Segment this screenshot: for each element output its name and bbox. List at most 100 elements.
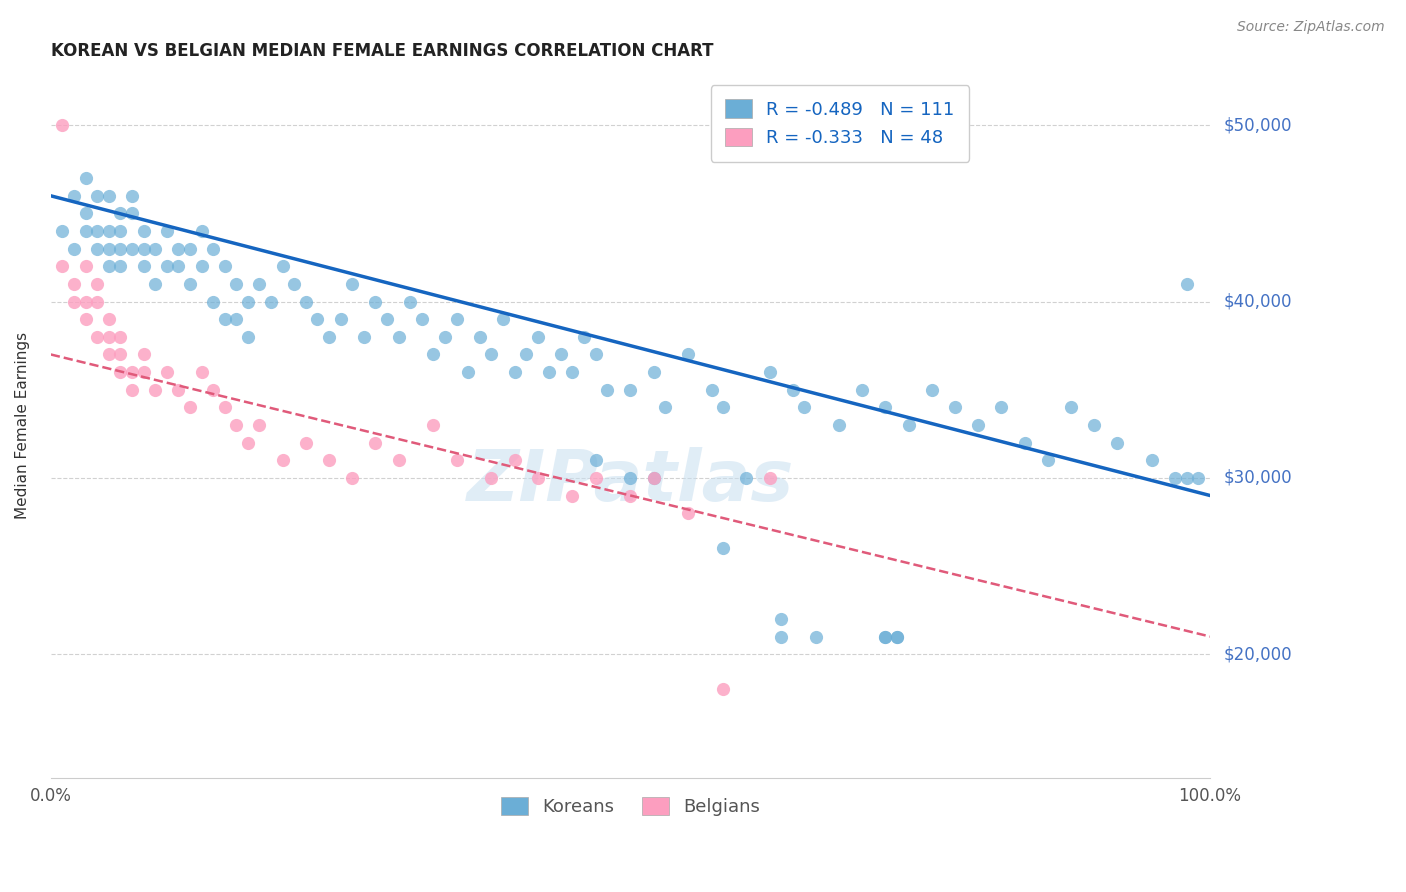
Point — [561, 365, 583, 379]
Point — [550, 347, 572, 361]
Point — [492, 312, 515, 326]
Point — [700, 383, 723, 397]
Point — [132, 260, 155, 274]
Point — [793, 401, 815, 415]
Point — [86, 189, 108, 203]
Point — [225, 277, 247, 291]
Point — [329, 312, 352, 326]
Text: ZIPatlas: ZIPatlas — [467, 447, 794, 516]
Point — [190, 260, 212, 274]
Point — [1175, 471, 1198, 485]
Point — [249, 277, 271, 291]
Point — [110, 347, 132, 361]
Point — [503, 453, 526, 467]
Point — [342, 471, 364, 485]
Text: $40,000: $40,000 — [1225, 293, 1292, 310]
Point — [886, 630, 908, 644]
Point — [1060, 401, 1083, 415]
Point — [97, 312, 120, 326]
Point — [97, 242, 120, 256]
Point — [364, 435, 387, 450]
Point — [875, 630, 897, 644]
Point — [110, 242, 132, 256]
Point — [643, 365, 665, 379]
Point — [97, 347, 120, 361]
Text: $50,000: $50,000 — [1225, 116, 1292, 135]
Point — [515, 347, 537, 361]
Point — [156, 224, 179, 238]
Point — [782, 383, 804, 397]
Point — [1083, 417, 1105, 432]
Point — [132, 365, 155, 379]
Point — [596, 383, 619, 397]
Point — [110, 206, 132, 220]
Point — [479, 471, 502, 485]
Point — [271, 260, 294, 274]
Point — [75, 224, 97, 238]
Point — [86, 294, 108, 309]
Point — [143, 277, 166, 291]
Point — [619, 383, 641, 397]
Point — [1014, 435, 1036, 450]
Point — [179, 277, 201, 291]
Point — [132, 242, 155, 256]
Point — [63, 242, 86, 256]
Point — [538, 365, 561, 379]
Point — [342, 277, 364, 291]
Point — [446, 453, 468, 467]
Point — [295, 435, 318, 450]
Point — [214, 312, 236, 326]
Point — [375, 312, 398, 326]
Point — [678, 347, 700, 361]
Point — [236, 330, 259, 344]
Point — [643, 471, 665, 485]
Point — [121, 242, 143, 256]
Point — [526, 330, 548, 344]
Point — [1036, 453, 1059, 467]
Point — [121, 383, 143, 397]
Point — [283, 277, 305, 291]
Point — [585, 347, 607, 361]
Point — [202, 294, 225, 309]
Point — [388, 453, 411, 467]
Point — [479, 347, 502, 361]
Point — [86, 330, 108, 344]
Point — [236, 294, 259, 309]
Point — [422, 417, 444, 432]
Point — [526, 471, 548, 485]
Point — [585, 471, 607, 485]
Point — [156, 365, 179, 379]
Text: $30,000: $30,000 — [1225, 469, 1292, 487]
Point — [110, 365, 132, 379]
Point — [190, 224, 212, 238]
Point — [110, 224, 132, 238]
Point — [619, 471, 641, 485]
Point — [758, 365, 780, 379]
Point — [63, 294, 86, 309]
Point — [433, 330, 456, 344]
Point — [1164, 471, 1187, 485]
Text: $20,000: $20,000 — [1225, 645, 1292, 663]
Point — [225, 417, 247, 432]
Point — [121, 189, 143, 203]
Point — [468, 330, 491, 344]
Point — [121, 365, 143, 379]
Point — [758, 471, 780, 485]
Point — [51, 224, 73, 238]
Point — [711, 682, 734, 697]
Point — [875, 630, 897, 644]
Point — [643, 471, 665, 485]
Point — [561, 489, 583, 503]
Point — [711, 401, 734, 415]
Point — [921, 383, 943, 397]
Point — [132, 224, 155, 238]
Point — [364, 294, 387, 309]
Point — [167, 383, 190, 397]
Point — [572, 330, 595, 344]
Point — [75, 312, 97, 326]
Point — [86, 242, 108, 256]
Point — [353, 330, 375, 344]
Point — [875, 401, 897, 415]
Point — [770, 630, 793, 644]
Point — [75, 260, 97, 274]
